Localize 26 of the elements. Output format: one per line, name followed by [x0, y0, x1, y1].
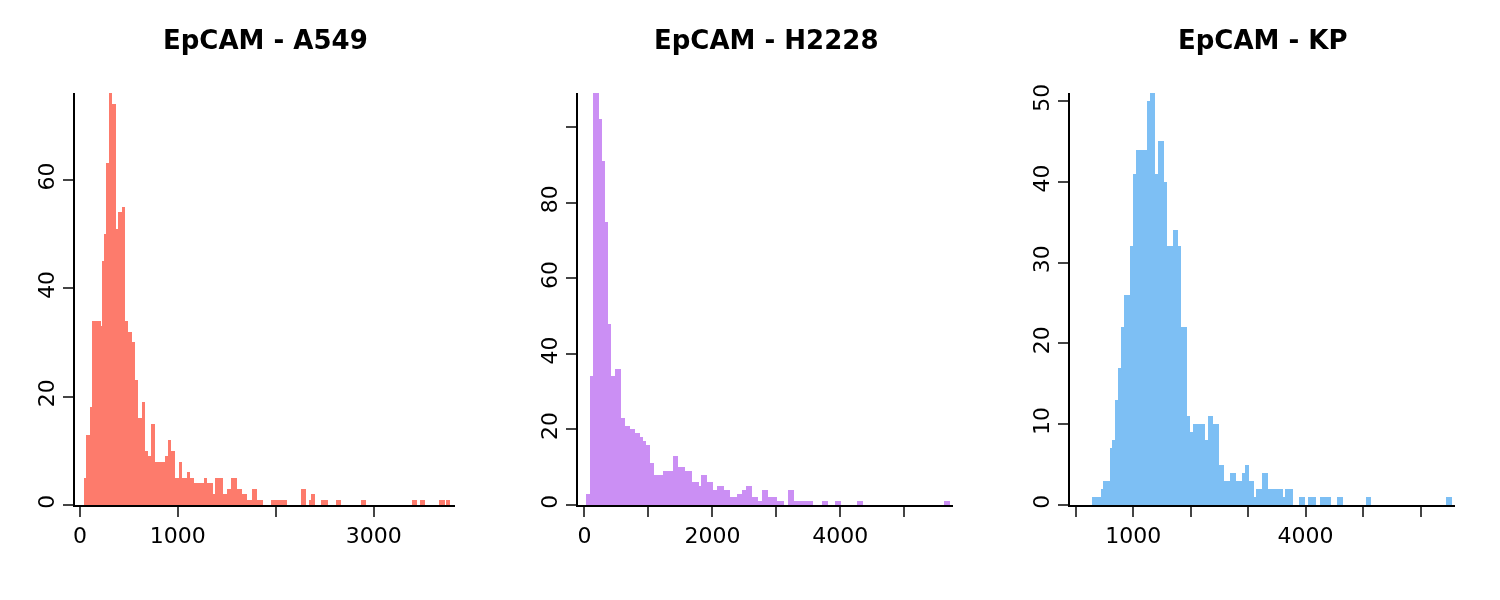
- x-tick-label: 4000: [1277, 523, 1334, 549]
- x-tick-label: 4000: [812, 523, 869, 549]
- y-tick-label: 0: [537, 494, 563, 509]
- y-tick-label: 30: [1029, 245, 1055, 274]
- y-tick-label: 40: [1029, 164, 1055, 193]
- y-tick-label: 0: [1029, 494, 1055, 509]
- y-tick-label: 20: [537, 412, 563, 441]
- chart-title: EpCAM - A549: [163, 25, 368, 55]
- x-tick-label: 1000: [149, 523, 206, 549]
- y-tick-label: 20: [34, 379, 60, 408]
- y-tick-label: 40: [34, 270, 60, 299]
- x-tick-label: 1000: [1105, 523, 1162, 549]
- y-tick-label: 0: [34, 494, 60, 509]
- x-tick-label: 0: [72, 523, 87, 549]
- y-tick-label: 50: [1029, 83, 1055, 112]
- y-tick-label: 60: [537, 260, 563, 289]
- y-tick-label: 40: [537, 336, 563, 365]
- y-tick-label: 60: [34, 162, 60, 191]
- x-tick-label: 2000: [684, 523, 741, 549]
- chart-title: EpCAM - H2228: [654, 25, 879, 55]
- y-tick-label: 20: [1029, 326, 1055, 355]
- y-tick-label: 80: [537, 185, 563, 214]
- chart-title: EpCAM - KP: [1178, 25, 1348, 55]
- y-tick-label: 10: [1029, 406, 1055, 435]
- x-tick-label: 3000: [345, 523, 402, 549]
- x-tick-label: 0: [577, 523, 592, 549]
